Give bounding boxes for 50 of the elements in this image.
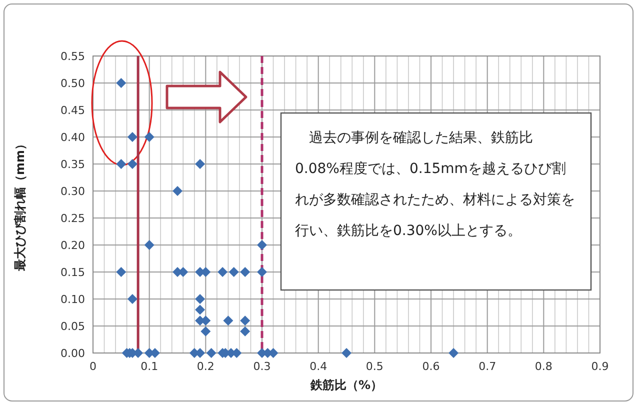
x-tick-label: 0.8	[534, 360, 552, 373]
y-tick-label: 0.20	[60, 239, 85, 252]
x-tick-label: 0.5	[366, 360, 384, 373]
y-tick-label: 0.50	[60, 77, 85, 90]
point	[195, 304, 206, 315]
point	[116, 159, 126, 169]
y-tick-label: 0.35	[60, 158, 85, 171]
point	[240, 326, 250, 336]
x-tick-label: 0	[90, 360, 96, 373]
point	[240, 267, 250, 277]
point	[195, 294, 206, 304]
note-box: 過去の事例を確認した結果、鉄筋比0.08%程度では、0.15mmを越えるひび割れが多数確認されたため、材料による対策を行い、鉄筋比を0.30%以上とする。	[280, 112, 592, 291]
y-tick-label: 0.45	[60, 104, 85, 117]
point	[116, 78, 126, 88]
y-tick-label: 0.15	[60, 266, 85, 279]
x-tick-label: 0.1	[140, 360, 158, 373]
y-tick-label: 0.25	[60, 212, 85, 225]
point	[200, 326, 211, 336]
point	[195, 159, 206, 169]
point	[127, 159, 138, 169]
point	[448, 348, 459, 358]
point	[127, 132, 138, 142]
y-tick-label: 0.40	[60, 131, 85, 144]
point	[144, 240, 154, 250]
y-tick-label: 0.30	[60, 185, 85, 198]
y-axis-title: 最大ひび割れ幅（mm）	[13, 138, 27, 272]
point	[240, 316, 250, 326]
x-tick-label: 0.3	[253, 360, 271, 373]
x-tick-label: 0.9	[591, 360, 609, 373]
y-tick-label: 0.00	[60, 347, 85, 360]
y-tick-label: 0.10	[60, 293, 85, 306]
x-tick-label: 0.4	[310, 360, 328, 373]
point	[127, 294, 138, 304]
point	[144, 132, 154, 142]
y-tick-label: 0.55	[60, 50, 85, 63]
point	[223, 316, 234, 326]
point	[172, 186, 182, 196]
point	[257, 267, 267, 277]
x-axis-title: 鉄筋比（%）	[309, 378, 383, 392]
x-tick-label: 0.2	[196, 360, 214, 373]
point	[116, 267, 126, 277]
point	[218, 267, 228, 277]
point	[206, 348, 216, 358]
x-tick-label: 0.7	[478, 360, 496, 373]
point	[342, 348, 352, 358]
x-tick-label: 0.6	[422, 360, 440, 373]
y-tick-label: 0.05	[60, 320, 85, 333]
point	[257, 240, 267, 250]
point	[228, 267, 239, 277]
annotation: 過去の事例を確認した結果、鉄筋比0.08%程度では、0.15mmを越えるひび割れが多数確認されたため、材料による対策を行い、鉄筋比を0.30%以上とする。	[295, 129, 576, 241]
